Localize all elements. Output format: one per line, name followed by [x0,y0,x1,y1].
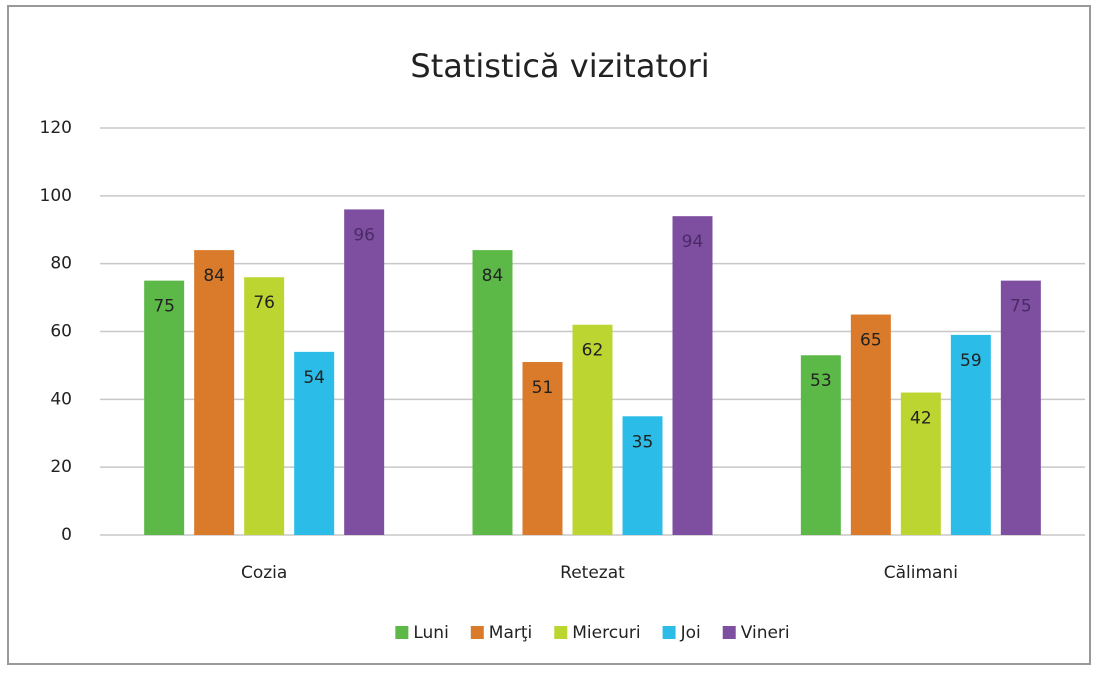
bar [850,314,891,535]
chart-title: Statistică vizitatori [410,47,709,85]
data-label: 53 [810,371,832,391]
y-tick-label: 20 [50,457,72,477]
data-label: 75 [1010,297,1032,317]
bar [144,280,185,535]
legend-swatch [554,626,568,639]
data-label: 94 [682,232,704,252]
bar [244,277,285,535]
data-label: 42 [910,409,932,429]
legend-swatch [395,626,409,639]
y-tick-label: 80 [50,254,72,274]
data-label: 51 [532,378,554,398]
legend-swatch [722,626,736,639]
data-label: 75 [153,297,175,317]
legend-swatch [470,626,484,639]
legend-swatch [662,626,676,639]
x-tick-label: Retezat [560,563,625,583]
y-tick-label: 60 [50,322,72,342]
x-tick-label: Cozia [241,563,287,583]
y-tick-label: 0 [61,525,72,545]
bar [294,351,335,535]
bar [950,334,991,535]
bar [622,416,663,535]
legend-label: Miercuri [572,623,640,643]
bar [194,250,235,535]
legend-label: Luni [413,623,448,643]
bar [672,216,713,535]
data-label: 62 [582,341,604,361]
data-label: 54 [303,368,325,388]
bar [572,324,613,535]
x-tick-label: Călimani [884,563,958,583]
data-label: 96 [353,225,375,245]
data-label: 65 [860,331,882,351]
legend-label: Joi [680,623,701,643]
bar [522,362,563,535]
bar [900,392,941,535]
data-label: 84 [482,266,504,286]
data-label: 59 [960,351,982,371]
y-tick-label: 100 [40,186,72,206]
bar [1000,280,1041,535]
data-label: 84 [203,266,225,286]
legend-label: Marţi [489,623,532,643]
bar [472,250,513,535]
data-label: 76 [253,293,275,313]
bar [344,209,385,535]
bar [800,355,841,535]
legend-label: Vineri [741,623,790,643]
chart-frame [7,5,1091,665]
y-tick-label: 40 [50,389,72,409]
data-label: 35 [632,432,654,452]
y-tick-label: 120 [40,118,72,138]
